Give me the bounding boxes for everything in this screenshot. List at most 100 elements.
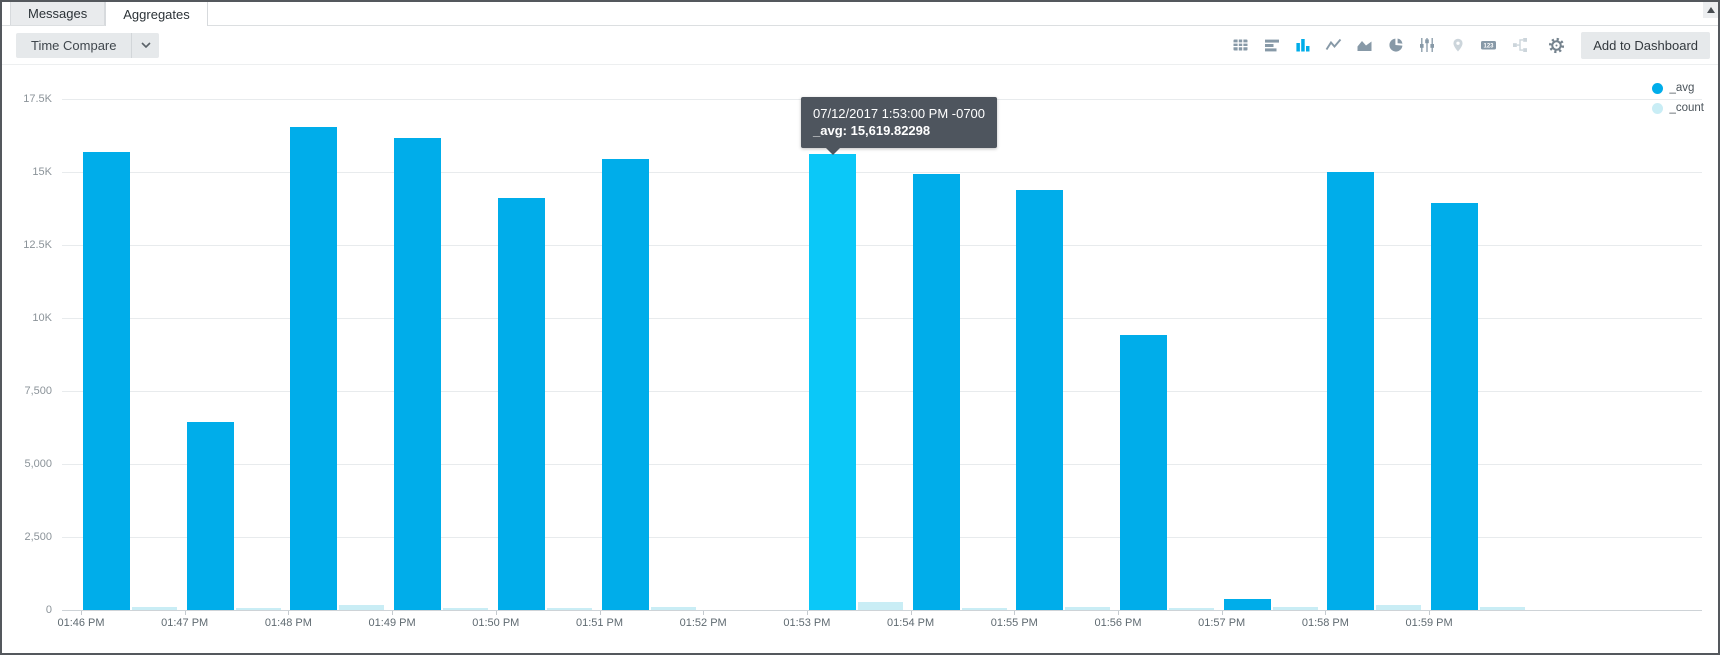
y-axis-tick-label: 5,000 <box>24 458 52 470</box>
count-bar[interactable] <box>1272 607 1318 610</box>
time-compare-button[interactable]: Time Compare <box>16 32 160 58</box>
pie-chart-icon[interactable] <box>1387 37 1404 54</box>
box-plot-icon[interactable] <box>1418 37 1435 54</box>
chart-tooltip: 07/12/2017 1:53:00 PM -0700 _avg: 15,619… <box>801 97 998 155</box>
count-bar[interactable] <box>443 607 489 610</box>
y-axis-tick-label: 7,500 <box>24 385 52 397</box>
count-bar[interactable] <box>650 607 696 610</box>
count-bar[interactable] <box>1480 607 1526 610</box>
tab-aggregates[interactable]: Aggregates <box>105 2 208 26</box>
scroll-up-icon <box>1706 7 1715 13</box>
count-bar[interactable] <box>961 607 1007 610</box>
x-axis-tick <box>392 611 394 615</box>
map-pin-icon[interactable] <box>1449 37 1466 54</box>
bar-chart-vertical-icon[interactable] <box>1294 37 1311 54</box>
x-axis-line <box>62 610 1702 611</box>
settings-gear-icon[interactable] <box>1548 37 1565 54</box>
avg-bar[interactable] <box>601 158 649 610</box>
table-icon[interactable] <box>1232 37 1249 54</box>
legend-label: _count <box>1669 102 1704 114</box>
bar-chart-horizontal-icon[interactable] <box>1263 37 1280 54</box>
legend-item-avg[interactable]: _avg <box>1652 82 1704 94</box>
x-axis-tick-label: 01:49 PM <box>368 617 416 629</box>
avg-bar[interactable] <box>83 151 130 610</box>
single-value-123-icon[interactable]: 123 <box>1480 37 1497 54</box>
time-compare-label: Time Compare <box>31 37 117 53</box>
avg-bar[interactable] <box>186 421 234 610</box>
count-bar[interactable] <box>132 606 177 610</box>
count-bar-highlighted[interactable] <box>857 602 903 610</box>
results-tab-bar: Messages Aggregates <box>2 2 1718 26</box>
legend-item-count[interactable]: _count <box>1652 102 1704 114</box>
chevron-down-icon[interactable] <box>131 32 159 58</box>
x-axis-tick-label: 01:59 PM <box>1405 617 1453 629</box>
x-axis-tick <box>1221 611 1223 615</box>
svg-text:123: 123 <box>1484 44 1495 50</box>
y-axis-tick-label: 12.5K <box>23 239 52 251</box>
x-axis-tick <box>806 611 808 615</box>
x-axis-tick <box>1014 611 1016 615</box>
count-bar[interactable] <box>546 607 592 610</box>
x-axis-tick <box>703 611 705 615</box>
x-axis-tick-label: 01:48 PM <box>264 617 312 629</box>
x-axis-tick-label: 01:47 PM <box>161 617 209 629</box>
count-bar[interactable] <box>235 607 281 610</box>
tooltip-series-label: _avg: <box>813 123 847 138</box>
avg-bar-highlighted[interactable] <box>808 153 856 610</box>
aggregates-toolbar: Time Compare 123 Add to Dashboard <box>2 26 1718 65</box>
x-axis-tick <box>599 611 601 615</box>
avg-bar[interactable] <box>1431 202 1479 610</box>
x-axis-tick-label: 01:57 PM <box>1198 617 1246 629</box>
x-axis-tick-label: 01:56 PM <box>1094 617 1142 629</box>
y-axis-tick-label: 2,500 <box>24 531 52 543</box>
count-bar[interactable] <box>1065 607 1111 610</box>
tooltip-arrow <box>826 148 840 155</box>
x-axis-tick-label: 01:53 PM <box>783 617 831 629</box>
line-chart-icon[interactable] <box>1325 37 1342 54</box>
tooltip-timestamp: 07/12/2017 1:53:00 PM -0700 <box>813 106 986 121</box>
avg-bar[interactable] <box>290 127 338 610</box>
legend-label: _avg <box>1669 82 1695 94</box>
avg-bar[interactable] <box>1327 172 1375 610</box>
avg-bar[interactable] <box>1223 598 1271 610</box>
count-bar[interactable] <box>339 604 385 610</box>
tab-aggregates-label: Aggregates <box>123 6 190 22</box>
x-axis-tick <box>1325 611 1327 615</box>
chart-type-icon-strip: 123 <box>1232 37 1569 54</box>
add-to-dashboard-button[interactable]: Add to Dashboard <box>1581 31 1710 59</box>
tab-messages[interactable]: Messages <box>10 2 106 25</box>
avg-bar[interactable] <box>1120 334 1167 610</box>
tooltip-value: 15,619.82298 <box>850 123 931 138</box>
legend-dot-icon <box>1652 102 1664 114</box>
avg-bar[interactable] <box>912 174 960 610</box>
legend-dot-icon <box>1652 82 1664 94</box>
x-axis-tick-label: 01:50 PM <box>472 617 520 629</box>
x-axis-tick <box>1118 611 1119 615</box>
count-bar[interactable] <box>1376 605 1422 610</box>
avg-bar[interactable] <box>1016 189 1064 610</box>
y-axis-tick-label: 0 <box>45 604 52 616</box>
count-bar[interactable] <box>1169 607 1214 610</box>
tooltip-value-line: _avg: 15,619.82298 <box>813 122 985 139</box>
avg-bar[interactable] <box>394 138 442 610</box>
tab-messages-label: Messages <box>28 6 88 21</box>
y-axis-tick-label: 15K <box>32 166 52 178</box>
area-chart-icon[interactable] <box>1356 37 1373 54</box>
x-axis-tick-label: 01:54 PM <box>887 617 935 629</box>
avg-bar[interactable] <box>497 198 545 610</box>
x-axis-tick-label: 01:55 PM <box>990 617 1038 629</box>
y-axis-tick-label: 17.5K <box>23 93 52 105</box>
transaction-icon[interactable] <box>1511 37 1528 54</box>
x-axis-tick <box>288 611 290 615</box>
x-axis-tick <box>81 611 82 615</box>
chart-legend: _avg _count <box>1652 82 1704 122</box>
scrollbar-up-button[interactable] <box>1703 2 1718 18</box>
add-to-dashboard-label: Add to Dashboard <box>1593 37 1698 53</box>
x-axis-tick-label: 01:46 PM <box>57 617 105 629</box>
x-axis-tick <box>495 611 497 615</box>
x-axis-tick <box>910 611 912 615</box>
x-axis-tick-label: 01:58 PM <box>1301 617 1349 629</box>
x-axis-tick <box>184 611 186 615</box>
